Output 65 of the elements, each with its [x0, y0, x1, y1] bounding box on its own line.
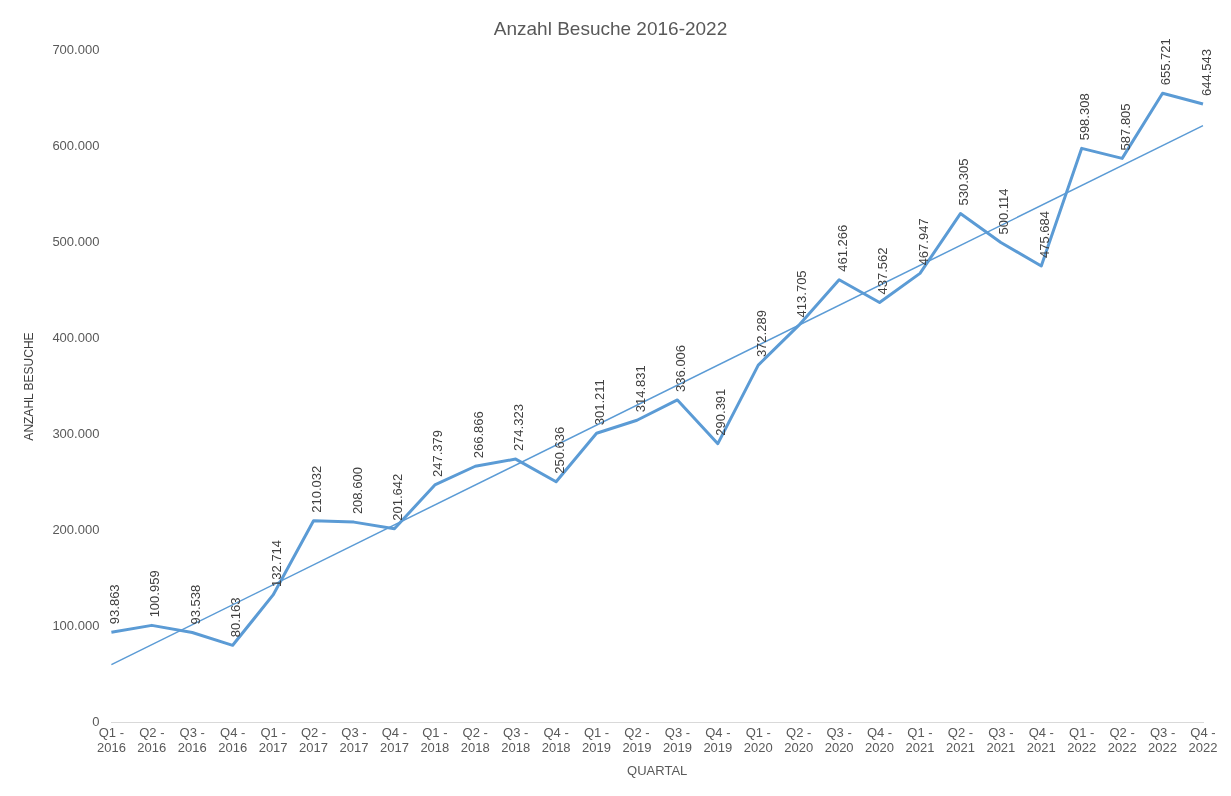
data-label: 336.006 — [672, 344, 688, 392]
x-tick-label: Q2 - 2021 — [945, 724, 975, 756]
y-tick-label: 600.000 — [52, 138, 100, 154]
x-axis-title: QUARTAL — [627, 762, 688, 778]
y-axis-title: ANZAHL BESUCHE — [21, 332, 36, 441]
data-label: 530.305 — [956, 158, 971, 206]
data-label: 208.600 — [349, 467, 365, 515]
data-label: 266.866 — [470, 411, 486, 459]
x-tick-label: Q1 - 2018 — [420, 724, 450, 756]
data-label: 247.379 — [430, 429, 446, 477]
x-tick-label: Q4 - 2019 — [703, 724, 733, 756]
data-label: 290.391 — [713, 388, 729, 436]
data-label: 314.831 — [632, 365, 648, 413]
x-tick-label: Q2 - 2018 — [460, 724, 490, 756]
data-label: 598.308 — [1077, 93, 1093, 141]
data-label: 274.323 — [511, 404, 527, 452]
x-tick-label: Q4 - 2017 — [379, 724, 409, 756]
y-tick-label: 400.000 — [52, 330, 100, 346]
x-tick-label: Q4 - 2021 — [1026, 724, 1056, 756]
x-tick-label: Q2 - 2020 — [784, 724, 814, 756]
data-label: 587.805 — [1117, 103, 1133, 151]
data-label: 210.032 — [309, 465, 325, 513]
x-tick-label: Q3 - 2018 — [501, 724, 531, 756]
x-tick-label: Q1 - 2017 — [258, 724, 288, 756]
x-tick-label: Q3 - 2021 — [986, 724, 1016, 756]
data-label: 201.642 — [389, 473, 405, 521]
data-label: 644.543 — [1198, 48, 1214, 96]
x-tick-label: Q2 - 2019 — [622, 724, 652, 756]
x-tick-label: Q2 - 2022 — [1107, 724, 1137, 756]
data-label: 437.562 — [875, 247, 891, 295]
chart-title: Anzahl Besuche 2016-2022 — [493, 17, 728, 39]
data-label: 500.114 — [996, 188, 1012, 235]
y-tick-label: 100.000 — [52, 617, 100, 633]
x-tick-label: Q4 - 2016 — [218, 724, 248, 756]
data-label: 250.636 — [551, 426, 567, 474]
x-tick-label: Q3 - 2019 — [662, 724, 692, 756]
y-tick-label: 700.000 — [52, 42, 100, 58]
data-label: 413.705 — [794, 270, 810, 318]
x-tick-label: Q4 - 2018 — [541, 724, 571, 756]
data-label: 301.211 — [592, 379, 608, 426]
data-label: 467.947 — [915, 218, 931, 266]
x-tick-label: Q1 - 2022 — [1067, 724, 1097, 756]
x-tick-label: Q1 - 2020 — [743, 724, 773, 756]
data-label: 475.684 — [1036, 210, 1052, 258]
data-label: 655.721 — [1158, 38, 1174, 86]
x-tick-label: Q2 - 2017 — [299, 724, 328, 756]
data-label: 132.714 — [268, 539, 284, 587]
x-tick-label: Q3 - 2022 — [1148, 724, 1178, 756]
data-label: 100.959 — [147, 570, 163, 618]
y-tick-label: 500.000 — [52, 234, 100, 250]
data-label: 461.266 — [834, 224, 850, 272]
x-tick-label: Q2 - 2016 — [137, 724, 167, 756]
data-label: 93.863 — [106, 584, 122, 625]
data-label: 372.289 — [753, 310, 769, 358]
x-tick-label: Q1 - 2021 — [905, 724, 935, 756]
x-tick-label: Q3 - 2017 — [339, 724, 369, 756]
y-tick-label: 300.000 — [52, 426, 100, 442]
x-tick-label: Q1 - 2019 — [582, 724, 612, 756]
data-label: 80.163 — [228, 597, 244, 638]
x-tick-label: Q4 - 2022 — [1188, 724, 1218, 756]
x-tick-label: Q3 - 2016 — [177, 724, 207, 756]
data-label: 93.538 — [187, 584, 203, 625]
x-tick-label: Q3 - 2020 — [824, 724, 854, 756]
y-tick-label: 200.000 — [52, 521, 100, 537]
x-tick-label: Q4 - 2020 — [865, 724, 895, 756]
